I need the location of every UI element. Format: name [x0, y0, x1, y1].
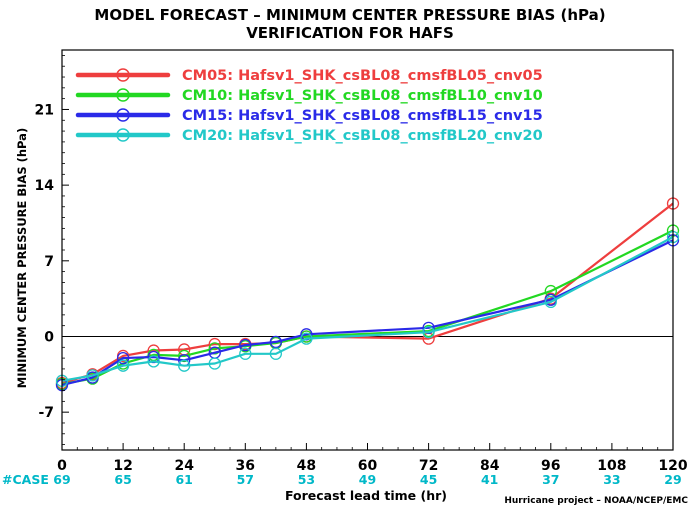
x-tick-label: 36 [236, 458, 255, 474]
data-point [208, 357, 221, 370]
credit-text: Hurricane project – NOAA/NCEP/EMC [504, 496, 688, 506]
case-count: 69 [53, 472, 70, 487]
data-point [147, 355, 160, 368]
legend-label: CM15: Hafsv1_SHK_csBL08_cmsfBL15_cnv15 [182, 108, 543, 124]
y-tick-label: 0 [44, 329, 54, 345]
legend-label: CM05: Hafsv1_SHK_csBL08_cmsfBL05_cnv05 [182, 68, 543, 84]
data-point [178, 349, 191, 363]
x-tick-label: 24 [174, 458, 194, 474]
x-tick-label: 0 [57, 458, 67, 474]
data-point [544, 295, 557, 309]
chart-title: MODEL FORECAST – MINIMUM CENTER PRESSURE… [94, 6, 605, 24]
legend-label: CM20: Hafsv1_SHK_csBL08_cmsfBL20_cnv20 [182, 128, 543, 144]
plot-area: -7 0 7 14 21 0 12 24 36 48 60 72 84 96 108 120 69 65 61 57 5… [35, 49, 688, 487]
series-line-3 [61, 239, 674, 387]
data-point [208, 337, 221, 351]
data-point [239, 338, 252, 352]
legend-marker [116, 88, 130, 102]
case-count: 49 [359, 472, 376, 487]
chart-subtitle: VERIFICATION FOR HAFS [246, 24, 454, 42]
x-axis-label: Forecast lead time (hr) [285, 488, 447, 503]
legend-marker [116, 128, 130, 142]
legend-marker [116, 108, 130, 122]
data-point [116, 359, 130, 372]
y-tick-label: -7 [38, 405, 54, 421]
x-tick-label: 60 [358, 458, 378, 474]
legend-label: CM10: Hafsv1_SHK_csBL08_cmsfBL10_cnv10 [182, 88, 543, 104]
case-count: 65 [114, 472, 131, 487]
data-point [178, 359, 191, 372]
x-tick-label: 48 [297, 458, 316, 474]
data-point [86, 369, 99, 382]
legend-marker [116, 68, 130, 82]
data-point [300, 332, 313, 345]
y-tick-label: 7 [44, 254, 54, 270]
case-count: 57 [237, 472, 254, 487]
case-count: 61 [175, 472, 192, 487]
data-point [208, 342, 221, 355]
data-point [239, 347, 252, 360]
x-tick-label: 96 [541, 458, 560, 474]
data-point [116, 351, 130, 365]
data-point [422, 326, 435, 339]
y-tick-label: 14 [35, 178, 55, 194]
case-count: 33 [603, 472, 620, 487]
x-tick-label: 108 [597, 458, 626, 474]
case-count: 29 [664, 472, 681, 487]
case-count: 53 [298, 472, 315, 487]
x-tick-label: 12 [113, 458, 132, 474]
x-tick-label: 84 [480, 458, 500, 474]
data-point [269, 335, 283, 349]
data-point [269, 347, 283, 360]
series-line-4 [61, 236, 674, 382]
case-count: 45 [420, 472, 437, 487]
y-axis-label: MINIMUM CENTER PRESSURE BIAS (hPa) [15, 128, 29, 388]
case-label: #CASE [2, 472, 49, 487]
x-tick-label: 72 [419, 458, 438, 474]
case-count: 41 [481, 472, 498, 487]
case-count: 37 [542, 472, 559, 487]
y-tick-label: 21 [35, 102, 54, 118]
x-tick-label: 120 [658, 458, 687, 474]
data-point [422, 321, 435, 334]
data-point [147, 350, 160, 364]
